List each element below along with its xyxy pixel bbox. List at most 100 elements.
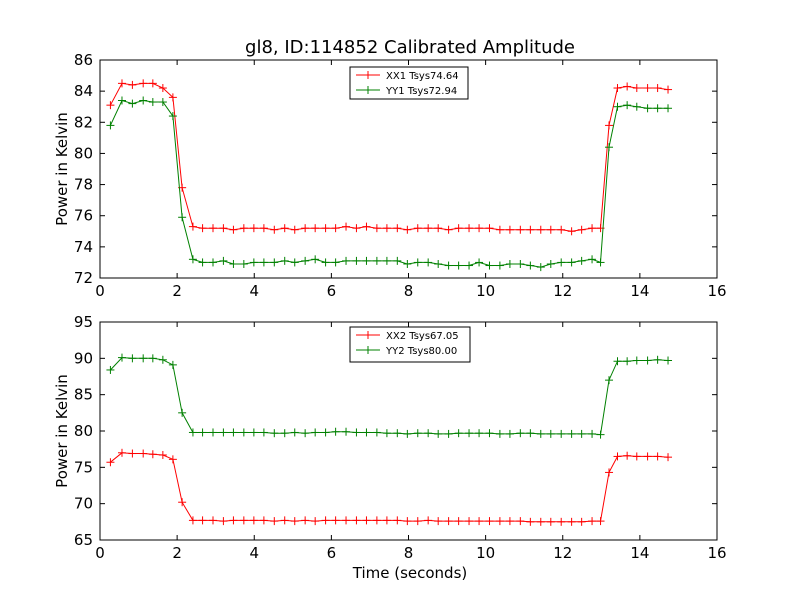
figure-xlabel: Time (seconds): [352, 564, 468, 582]
data-point: [516, 517, 525, 526]
data-point: [311, 224, 320, 233]
data-point: [249, 224, 258, 233]
data-point: [270, 258, 279, 267]
data-point: [178, 213, 187, 222]
data-point: [117, 96, 126, 105]
data-point: [393, 516, 402, 525]
data-point: [249, 428, 258, 437]
data-point: [505, 429, 514, 438]
data-point: [413, 517, 422, 526]
data-point: [643, 104, 652, 113]
data-point: [557, 225, 566, 234]
y-tick-label: 85: [74, 386, 93, 404]
data-point: [229, 516, 238, 525]
data-point: [536, 429, 545, 438]
data-point: [623, 101, 632, 110]
data-point: [526, 517, 535, 526]
data-point: [280, 516, 289, 525]
data-point: [546, 429, 555, 438]
data-point: [516, 259, 525, 268]
data-point: [382, 224, 391, 233]
data-point: [198, 224, 207, 233]
x-tick-label: 2: [172, 282, 182, 300]
data-point: [372, 516, 381, 525]
data-point: [577, 517, 586, 526]
data-point: [653, 452, 662, 461]
data-point: [413, 258, 422, 267]
data-point: [342, 427, 351, 436]
data-point: [188, 428, 197, 437]
data-point: [362, 516, 371, 525]
data-point: [434, 224, 443, 233]
data-point: [321, 516, 330, 525]
data-point: [128, 354, 137, 363]
x-tick-label: 6: [327, 544, 337, 562]
data-point: [168, 93, 177, 102]
data-point: [424, 516, 433, 525]
data-point: [664, 356, 673, 365]
data-point: [331, 427, 340, 436]
data-point: [321, 224, 330, 233]
x-tick-label: 10: [476, 544, 495, 562]
data-point: [588, 517, 597, 526]
data-point: [331, 224, 340, 233]
y-axis-label: Power in Kelvin: [53, 374, 71, 488]
y-tick-label: 80: [74, 144, 93, 162]
data-point: [139, 449, 148, 458]
data-point: [352, 428, 361, 437]
data-point: [239, 428, 248, 437]
data-point: [577, 225, 586, 234]
plot-1: 0 2 4 6 8 10 12 14 16 72 74 76 78 80 82 84 86 Power in Ke…: [53, 51, 727, 300]
data-point: [632, 356, 641, 365]
data-point: [321, 428, 330, 437]
data-point: [623, 82, 632, 91]
data-point: [465, 261, 474, 270]
data-point: [280, 256, 289, 265]
data-point: [526, 429, 535, 438]
data-point: [485, 517, 494, 526]
data-point: [424, 429, 433, 438]
y-tick-label: 78: [74, 176, 93, 194]
data-point: [588, 255, 597, 264]
data-point: [178, 408, 187, 417]
data-point: [605, 468, 614, 477]
data-point: [434, 429, 443, 438]
data-point: [117, 353, 126, 362]
data-point: [290, 428, 299, 437]
data-point: [229, 259, 238, 268]
y-tick-label: 72: [74, 269, 93, 287]
data-point: [128, 449, 137, 458]
data-point: [454, 429, 463, 438]
data-point: [188, 255, 197, 264]
data-point: [362, 428, 371, 437]
data-point: [106, 458, 115, 467]
data-point: [605, 376, 614, 385]
data-point: [139, 354, 148, 363]
data-point: [623, 357, 632, 366]
y-tick-label: 75: [74, 458, 93, 476]
data-point: [158, 450, 167, 459]
data-point: [362, 222, 371, 231]
data-point: [382, 429, 391, 438]
data-point: [588, 429, 597, 438]
data-point: [168, 360, 177, 369]
data-point: [653, 84, 662, 93]
data-point: [352, 516, 361, 525]
data-point: [117, 79, 126, 88]
data-point: [290, 225, 299, 234]
data-point: [434, 259, 443, 268]
data-point: [413, 224, 422, 233]
x-tick-label: 14: [630, 282, 649, 300]
data-point: [567, 429, 576, 438]
data-point: [393, 224, 402, 233]
data-point: [342, 222, 351, 231]
x-tick-label: 10: [476, 282, 495, 300]
data-point: [219, 224, 228, 233]
data-point: [403, 429, 412, 438]
data-point: [444, 517, 453, 526]
data-point: [158, 84, 167, 93]
data-point: [382, 516, 391, 525]
data-point: [259, 428, 268, 437]
